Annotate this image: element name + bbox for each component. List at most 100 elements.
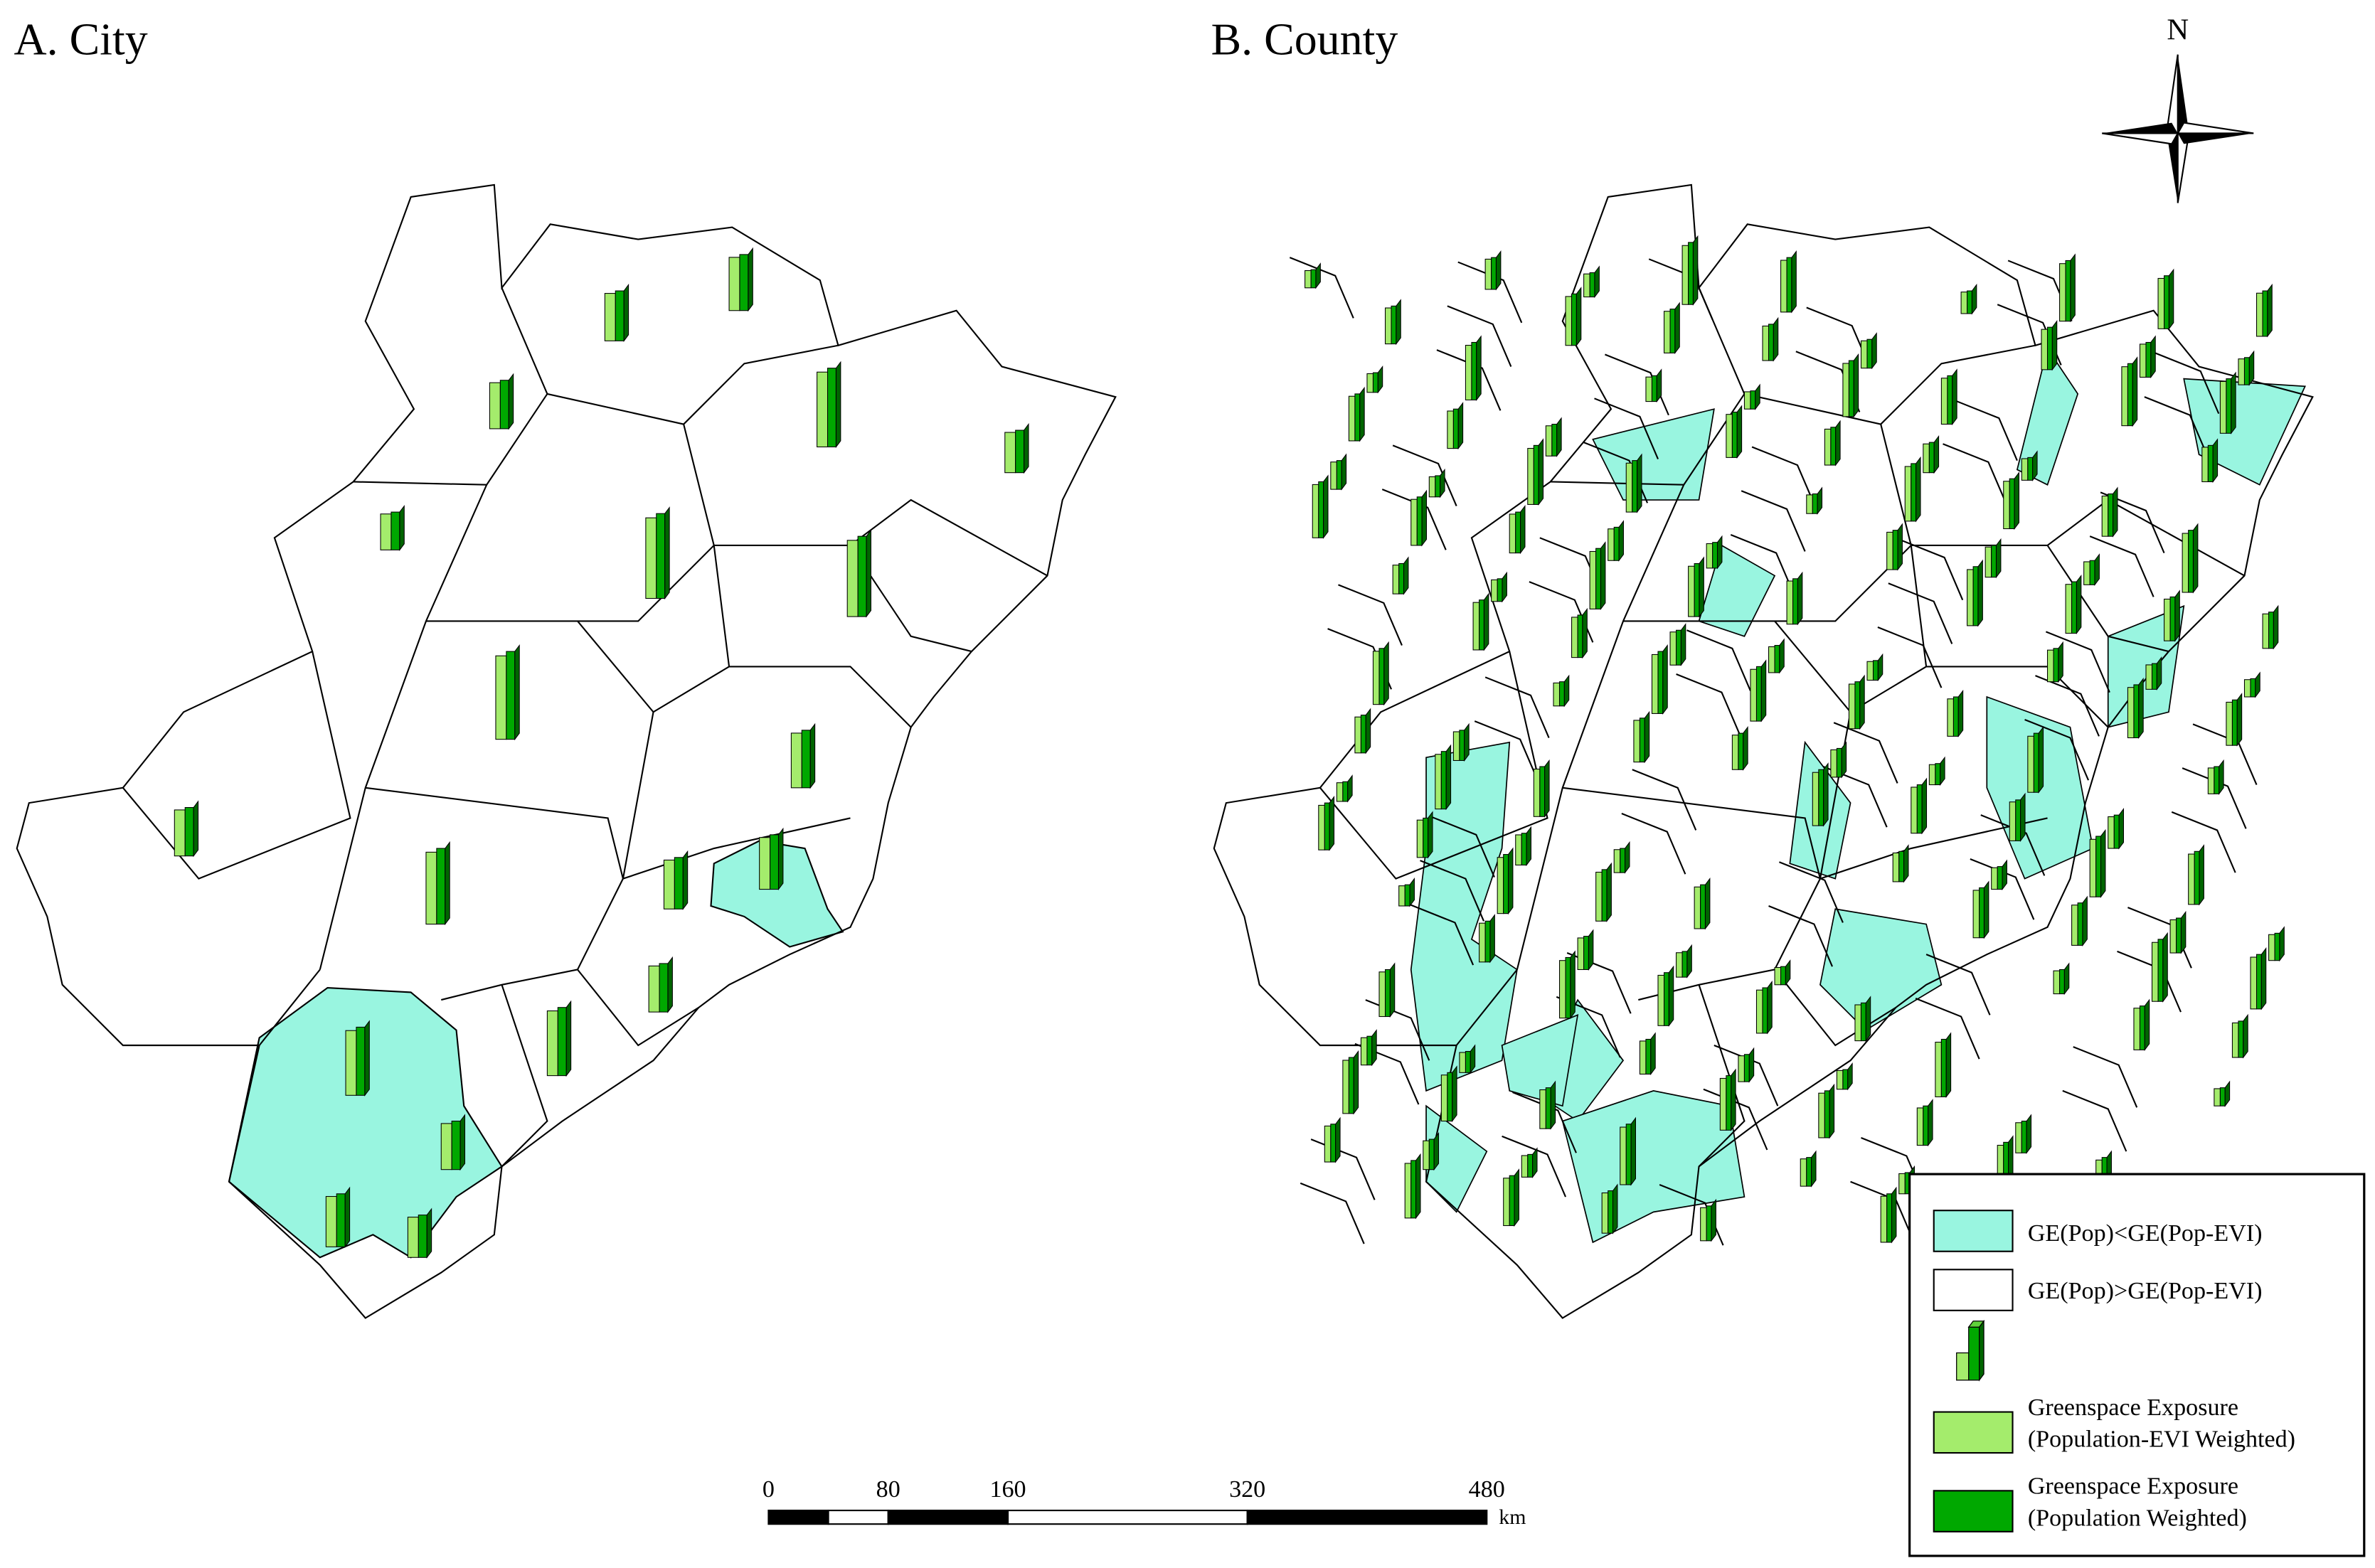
bar-icon: [2053, 648, 2059, 683]
boundary: [122, 651, 351, 880]
bar-icon: [1997, 866, 2003, 890]
bar-icon: [1694, 886, 1701, 929]
bar-icon: [2268, 934, 2275, 961]
bar-icon: [1662, 644, 1668, 715]
bar-icon: [846, 540, 859, 617]
bar-icon: [1360, 715, 1366, 754]
bar-icon: [1539, 1089, 1546, 1129]
bar-icon: [1447, 410, 1454, 449]
bar-icon: [1694, 562, 1700, 617]
bar-icon: [1312, 484, 1319, 538]
bar-icon: [2138, 677, 2144, 740]
bar-icon: [1606, 862, 1612, 922]
bar-icon: [1848, 683, 1856, 730]
bar-icon: [1459, 1052, 1466, 1073]
bar-icon: [1811, 1150, 1817, 1188]
bar-icon: [1471, 341, 1477, 400]
bar-icon: [418, 1215, 427, 1258]
bar-icon: [2236, 693, 2243, 747]
bar-icon: [1835, 420, 1841, 466]
bar-icon: [1928, 1099, 1933, 1147]
bar-icon: [1503, 1178, 1510, 1227]
bar-icon: [857, 535, 867, 617]
boundary: [1713, 1045, 1779, 1106]
legend-label: GE(Pop)<GE(Pop-EVI): [2028, 1220, 2263, 1247]
bar-icon: [1553, 682, 1561, 707]
bar-icon: [1479, 922, 1486, 963]
bar-icon: [2083, 561, 2090, 585]
bar-icon: [2192, 523, 2199, 594]
bar-icon: [2041, 329, 2049, 370]
bar-icon: [1786, 257, 1792, 313]
bar-icon: [1452, 408, 1459, 449]
bar-icon: [1674, 302, 1680, 354]
bar-icon: [1484, 920, 1491, 963]
boundary: [1911, 498, 2245, 577]
bar-icon: [2063, 962, 2070, 996]
bar-icon: [325, 1195, 337, 1247]
bar-icon: [1768, 324, 1774, 361]
bar-icon: [1903, 844, 1909, 883]
bar-icon: [1620, 848, 1626, 873]
bar-icon: [2226, 701, 2233, 746]
bar-icon: [2226, 378, 2232, 434]
panel-title: B. County: [1211, 14, 1398, 65]
bar-icon: [1330, 462, 1337, 490]
bar-icon: [2250, 678, 2256, 698]
bar-icon: [1391, 305, 1397, 345]
bar-icon: [1792, 578, 1798, 625]
bar-icon: [1637, 453, 1642, 513]
boundary: [1319, 651, 1548, 880]
boundary: [2182, 767, 2247, 829]
bar-icon: [2157, 939, 2164, 1002]
legend-label: GE(Pop)>GE(Pop-EVI): [2028, 1278, 2263, 1304]
bar-icon: [1497, 578, 1503, 602]
bar-icon: [2219, 759, 2224, 795]
bar-icon: [1830, 427, 1837, 466]
bar-icon: [2174, 590, 2180, 642]
boundary: [2046, 545, 2169, 653]
bar-icon: [1514, 1168, 1519, 1227]
boundary: [1621, 813, 1686, 875]
bar-icon: [1686, 944, 1692, 978]
boundary: [1516, 287, 1746, 970]
bar-icon: [1916, 456, 1921, 523]
bar-icon: [1806, 1157, 1812, 1187]
bar-icon: [1509, 513, 1516, 554]
bar-icon: [1378, 971, 1386, 1018]
bar-icon: [777, 827, 784, 891]
bar-icon: [1491, 579, 1498, 602]
bar-icon: [1773, 316, 1779, 362]
bar-icon: [1947, 375, 1953, 425]
bar-icon: [1991, 545, 1997, 578]
bar-icon: [1520, 504, 1526, 555]
bar-icon: [1960, 292, 1968, 314]
bar-icon: [1565, 296, 1573, 346]
bar-icon: [1341, 453, 1347, 491]
boundary: [1768, 905, 1833, 967]
bar-icon: [1372, 651, 1380, 705]
bar-icon: [2231, 699, 2238, 746]
bar-icon: [1440, 751, 1447, 810]
bar-icon: [1544, 759, 1550, 818]
bar-icon: [1435, 754, 1442, 810]
bar-icon: [1923, 1105, 1929, 1146]
bar-icon: [1797, 571, 1803, 626]
bar-icon: [1800, 1158, 1807, 1187]
bar-icon: [1383, 641, 1389, 706]
bar-icon: [1750, 668, 1758, 722]
bar-icon: [1416, 496, 1423, 546]
bar-icon: [2108, 816, 2115, 849]
bar-icon: [1704, 878, 1711, 930]
bar-icon: [1410, 498, 1418, 546]
bar-icon: [2164, 598, 2171, 641]
boundary: [1512, 1092, 1577, 1153]
bar-icon: [1940, 1038, 1947, 1097]
bar-icon: [659, 963, 669, 1013]
bar-icon: [1502, 571, 1507, 603]
bar-icon: [1594, 265, 1600, 299]
bar-icon: [1625, 1124, 1632, 1185]
bar-icon: [1377, 365, 1383, 394]
bar-icon: [1699, 556, 1704, 618]
bar-icon: [1940, 378, 1948, 425]
